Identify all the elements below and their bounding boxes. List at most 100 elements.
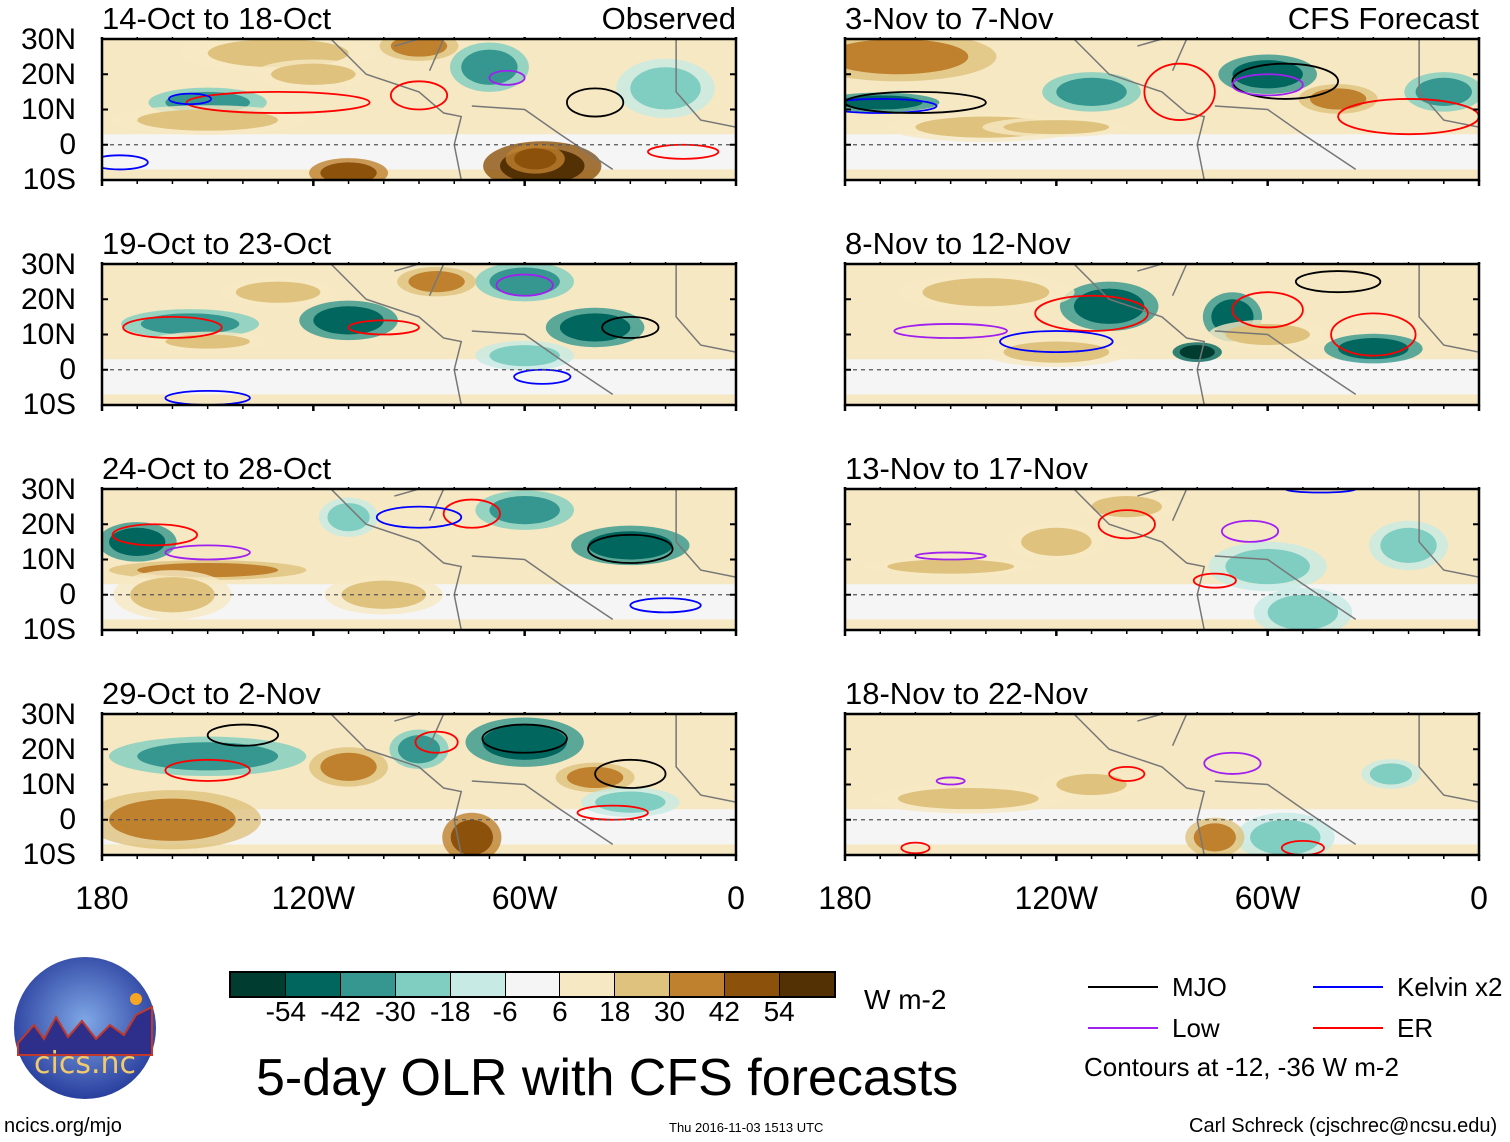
olr-map — [100, 262, 738, 411]
colorbar-label: -42 — [320, 996, 361, 1027]
olr-anomaly — [109, 798, 236, 841]
wave-contour — [893, 323, 1008, 339]
wave-contour — [1192, 572, 1237, 589]
panel-title: 13-Nov to 17-Nov — [845, 451, 1088, 486]
wave-contour — [601, 315, 660, 339]
lat-label: 10S — [22, 163, 76, 196]
lat-label: 10N — [20, 93, 76, 126]
olr-map — [843, 262, 1481, 411]
olr-anomaly — [1267, 594, 1339, 630]
lon-label: 0 — [727, 880, 745, 916]
coastline — [330, 39, 736, 180]
olr-anomaly — [137, 742, 279, 771]
wave-contour — [629, 597, 702, 614]
wave-contour — [1203, 751, 1262, 775]
wave-contour — [389, 80, 449, 111]
colorbar-swatch — [779, 973, 834, 996]
wave-contour — [594, 758, 667, 789]
olr-anomaly — [130, 577, 215, 613]
colorbar-swatch — [284, 973, 340, 996]
lat-label: 10S — [22, 838, 76, 871]
lon-label: 0 — [1470, 880, 1488, 916]
footer-timestamp: Thu 2016-11-03 1513 UTC — [669, 1120, 824, 1135]
olr-map — [843, 712, 1481, 861]
panel-title: 29-Oct to 2-Nov — [102, 676, 321, 711]
wave-contour — [168, 92, 213, 106]
olr-map — [843, 487, 1481, 636]
olr-anomaly — [137, 109, 279, 131]
olr-anomaly — [1073, 288, 1145, 324]
panel-title: 18-Nov to 22-Nov — [845, 676, 1088, 711]
olr-anomaly — [235, 281, 321, 303]
olr-anomaly — [1225, 548, 1310, 585]
lon-label: 60W — [1234, 880, 1301, 916]
legend-label: MJO — [1172, 972, 1227, 1002]
panel-title: 14-Oct to 18-Oct — [102, 1, 332, 36]
lat-label: 10S — [22, 613, 76, 646]
olr-anomaly — [320, 752, 377, 781]
olr-anomaly — [1021, 527, 1092, 556]
olr-anomaly — [845, 39, 969, 75]
colorbar-label: 30 — [653, 996, 686, 1027]
olr-anomaly — [450, 819, 493, 855]
lat-label: 10N — [20, 543, 76, 576]
colorbar-swatch — [504, 973, 560, 996]
wave-contour — [164, 758, 251, 782]
lon-label: 60W — [491, 880, 558, 916]
colorbar-label: 42 — [708, 996, 740, 1027]
lat-label: 0 — [59, 578, 76, 611]
olr-anomaly — [489, 345, 560, 367]
lon-label: 120W — [1014, 880, 1099, 916]
colorbar-swatch — [614, 973, 670, 996]
wave-contour — [1231, 62, 1340, 100]
olr-anomaly — [559, 313, 631, 342]
colorbar-swatch — [449, 973, 505, 996]
wave-contour — [488, 69, 526, 86]
footer-url[interactable]: ncics.org/mjo — [4, 1115, 122, 1137]
colorbar-label: -6 — [492, 996, 518, 1027]
colorbar-swatch — [231, 973, 285, 996]
wave-contour — [111, 523, 198, 547]
legend-note: Contours at -12, -36 W m-2 — [1084, 1052, 1399, 1082]
lat-label: 30N — [20, 248, 76, 281]
coastline — [1073, 489, 1479, 630]
lat-label: 20N — [20, 733, 76, 766]
olr-anomaly — [397, 735, 441, 764]
olr-anomaly — [514, 148, 557, 170]
wave-contour — [1284, 489, 1357, 494]
colorbar-label: -18 — [430, 996, 471, 1027]
olr-anomaly — [922, 278, 1050, 307]
panel-title: 8-Nov to 12-Nov — [845, 226, 1071, 261]
wave-contour — [185, 90, 371, 114]
lat-label: 0 — [59, 128, 76, 161]
wave-contour — [1220, 519, 1280, 543]
wave-contour — [1330, 312, 1417, 357]
lat-label: 0 — [59, 353, 76, 386]
wave-contour — [845, 90, 987, 114]
olr-anomaly — [489, 496, 560, 525]
legend-line — [1313, 1027, 1383, 1029]
wave-contour — [900, 841, 931, 855]
cics-logo: cics.nc — [12, 955, 158, 1101]
wave-contour — [206, 723, 280, 747]
olr-anomaly — [588, 531, 673, 560]
wave-contour — [845, 98, 938, 114]
wave-contour — [375, 505, 463, 529]
colorbar-swatch — [339, 973, 395, 996]
coastline — [330, 714, 736, 855]
olr-anomaly — [1003, 120, 1110, 135]
colorbar-swatch — [724, 973, 780, 996]
colorbar-label: -54 — [265, 996, 307, 1027]
wave-contour — [566, 87, 625, 118]
olr-anomaly — [1193, 823, 1236, 852]
olr-anomaly — [1250, 819, 1321, 855]
wave-contour — [1034, 294, 1149, 332]
coastline — [1073, 264, 1479, 405]
lat-label: 30N — [20, 23, 76, 56]
wave-contour — [576, 804, 649, 821]
olr-anomaly — [1369, 763, 1413, 785]
olr-anomaly — [1309, 88, 1367, 110]
lat-label: 0 — [59, 803, 76, 836]
colorbar-label: 54 — [763, 996, 795, 1027]
colorbar-swatch — [669, 973, 725, 996]
